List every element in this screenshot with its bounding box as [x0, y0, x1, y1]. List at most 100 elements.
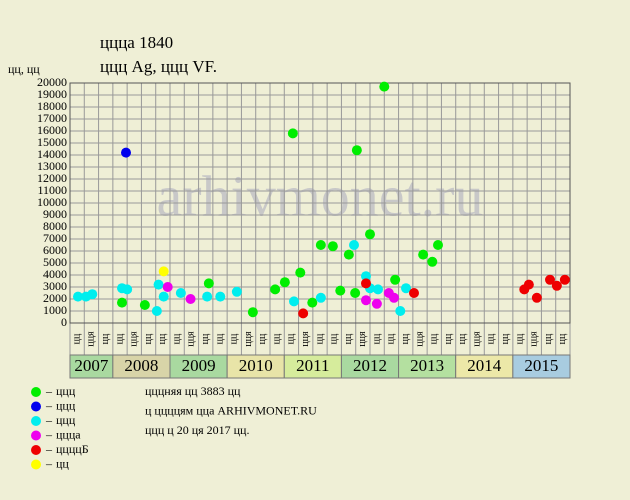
year-label: 2011: [296, 356, 329, 375]
point: [365, 229, 375, 240]
legend-marker: [31, 459, 41, 470]
period-label: цц: [271, 333, 282, 344]
point: [158, 291, 169, 302]
legend-label: цц: [56, 456, 69, 470]
note: ц ццццям цца ARHIVMONET.RU: [145, 403, 317, 417]
legend-marker: [31, 401, 41, 412]
y-tick-label: 5000: [43, 255, 67, 269]
point: [545, 274, 555, 285]
point: [551, 280, 562, 291]
y-tick-label: 17000: [37, 111, 67, 125]
period-label: цц: [371, 333, 382, 344]
legend-marker: [31, 387, 41, 397]
point: [287, 128, 298, 139]
y-tick-label: 16000: [37, 123, 67, 137]
point: [523, 279, 534, 290]
point: [350, 288, 361, 298]
legend-marker: [31, 445, 41, 455]
point: [349, 240, 359, 250]
point: [427, 256, 438, 267]
legend-dash: –: [45, 413, 53, 427]
point: [117, 297, 127, 308]
point: [153, 279, 164, 290]
period-label: цця: [86, 331, 97, 347]
legend-marker: [31, 416, 41, 426]
point: [343, 249, 354, 260]
point: [315, 292, 326, 303]
year-label: 2009: [182, 356, 216, 375]
period-label: цц: [486, 333, 497, 344]
y-tick-label: 7000: [43, 231, 67, 245]
y-tick-label: 20000: [37, 75, 67, 89]
legend-label: ццц: [56, 413, 76, 427]
period-label: цц: [114, 333, 125, 344]
point: [395, 306, 406, 316]
period-label: цц: [429, 333, 440, 344]
note: ццц ц 20 ця 2017 цц.: [145, 423, 249, 437]
period-label: цц: [71, 333, 82, 344]
point: [361, 295, 371, 306]
year-label: 2008: [124, 356, 158, 375]
point: [215, 291, 226, 302]
point: [315, 240, 326, 250]
point: [175, 288, 186, 298]
y-tick-label: 18000: [37, 99, 67, 113]
period-label: цц: [557, 333, 568, 344]
legend-label: ццццБ: [56, 442, 89, 456]
period-label: цц: [286, 333, 297, 344]
period-label: цц: [500, 333, 511, 344]
period-label: цця: [129, 331, 140, 347]
period-label: цц: [443, 333, 454, 344]
period-label: цц: [229, 333, 240, 344]
year-label: 2015: [524, 356, 558, 375]
period-label: цця: [529, 331, 540, 347]
period-label: цц: [214, 333, 225, 344]
point: [361, 278, 371, 289]
legend-dash: –: [45, 384, 53, 398]
point: [559, 274, 570, 285]
point: [401, 283, 411, 294]
point: [361, 271, 371, 282]
point: [389, 292, 399, 303]
period-label: цц: [329, 333, 340, 344]
period-label: цц: [100, 333, 111, 344]
y-tick-label: 12000: [37, 171, 67, 185]
point: [531, 292, 542, 303]
legend-label: ццца: [56, 427, 81, 441]
period-label: цця: [243, 331, 254, 347]
point: [289, 296, 299, 307]
period-label: цц: [386, 333, 397, 344]
chart-subtitle: ццц Ag, ццц VF.: [100, 57, 217, 76]
point: [73, 291, 83, 302]
period-label: цц: [400, 333, 411, 344]
year-label: 2014: [467, 356, 502, 375]
point: [409, 288, 419, 298]
point: [203, 278, 214, 289]
y-tick-label: 4000: [43, 267, 67, 281]
watermark: arhivmonet.ru: [157, 163, 484, 228]
point: [418, 249, 429, 260]
period-label: цця: [414, 331, 425, 347]
period-label: цц: [343, 333, 354, 344]
point: [247, 307, 258, 318]
legend-dash: –: [45, 456, 53, 470]
chart-title: ццца 1840: [100, 33, 173, 52]
period-label: цц: [314, 333, 325, 344]
y-tick-label: 10000: [37, 195, 67, 209]
point: [202, 291, 213, 302]
year-band: [512, 354, 571, 379]
point: [87, 289, 98, 300]
period-label: цця: [357, 331, 368, 347]
year-label: 2012: [353, 356, 387, 375]
y-tick-label: 0: [61, 315, 67, 329]
period-label: цц: [200, 333, 211, 344]
point: [433, 240, 443, 250]
legend-marker: [31, 430, 41, 441]
y-tick-label: 3000: [43, 279, 67, 293]
point: [158, 266, 169, 277]
y-tick-label: 19000: [37, 87, 67, 101]
legend-dash: –: [45, 398, 53, 412]
legend-dash: –: [45, 427, 53, 441]
